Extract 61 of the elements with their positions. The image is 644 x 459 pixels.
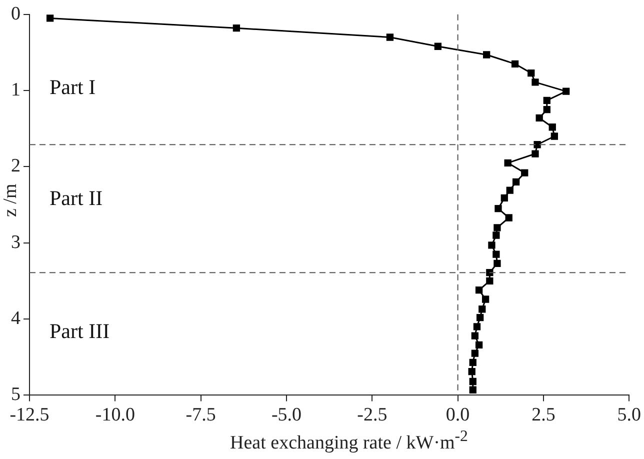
point: [550, 132, 558, 140]
x-tick-label: -7.5: [186, 404, 216, 426]
point: [478, 306, 486, 313]
point: [492, 250, 500, 258]
point: [232, 24, 240, 32]
point: [469, 386, 476, 394]
annotation: Part II: [50, 186, 103, 211]
x-tick-label: -10.0: [95, 404, 135, 426]
y-tick-label: 3: [11, 232, 20, 253]
point: [528, 69, 535, 77]
point: [494, 260, 501, 268]
point: [543, 106, 550, 114]
point: [486, 269, 494, 276]
point: [482, 296, 490, 303]
point: [512, 178, 520, 186]
point: [46, 14, 54, 22]
point: [500, 194, 508, 202]
point: [483, 51, 490, 58]
x-tick-label: 5.0: [617, 404, 641, 426]
x-axis-title: Heat exchanging rate / kW·m$^{-2}$: [229, 428, 469, 454]
point: [536, 114, 543, 122]
point: [475, 341, 483, 349]
point: [532, 78, 539, 86]
point: [534, 141, 541, 148]
point: [486, 277, 494, 285]
x-tick-label: -5.0: [271, 404, 302, 426]
point: [473, 323, 481, 330]
point: [488, 242, 496, 249]
point: [469, 358, 476, 366]
annotation: Part I: [50, 75, 96, 100]
point: [511, 60, 519, 68]
y-tick-label: 1: [11, 80, 20, 101]
y-axis-title: z /m: [0, 183, 21, 217]
point: [492, 232, 500, 239]
point: [469, 378, 476, 386]
point: [386, 34, 394, 41]
y-tick-label: 0: [11, 3, 20, 24]
point: [468, 368, 476, 376]
point: [521, 169, 528, 176]
point: [504, 159, 512, 166]
y-tick-label: 4: [11, 308, 21, 330]
point: [434, 42, 442, 50]
x-tick-label: 0.0: [446, 404, 470, 426]
point: [494, 205, 502, 212]
y-tick-label: 5: [11, 384, 20, 406]
point: [562, 88, 570, 95]
point: [471, 332, 479, 340]
point: [476, 314, 484, 322]
point: [548, 124, 556, 131]
point: [532, 150, 539, 158]
point: [505, 214, 512, 222]
x-tick-label: 2.5: [532, 404, 556, 426]
point: [506, 186, 514, 194]
point: [475, 286, 483, 294]
point: [494, 224, 501, 232]
annotation: Part III: [50, 319, 110, 344]
point: [543, 96, 550, 104]
x-tick-label: -12.5: [10, 404, 50, 426]
y-tick-label: 2: [11, 156, 20, 177]
x-tick-label: -2.5: [357, 404, 388, 426]
point: [471, 350, 479, 357]
